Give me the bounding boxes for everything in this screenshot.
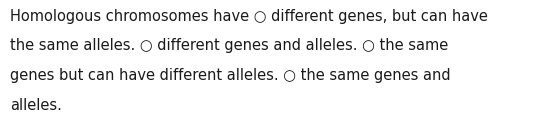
Text: the same alleles. ○ different genes and alleles. ○ the same: the same alleles. ○ different genes and … [10, 38, 448, 53]
Text: Homologous chromosomes have ○ different genes, but can have: Homologous chromosomes have ○ different … [10, 9, 488, 24]
Text: alleles.: alleles. [10, 98, 62, 113]
Text: genes but can have different alleles. ○ the same genes and: genes but can have different alleles. ○ … [10, 68, 451, 83]
